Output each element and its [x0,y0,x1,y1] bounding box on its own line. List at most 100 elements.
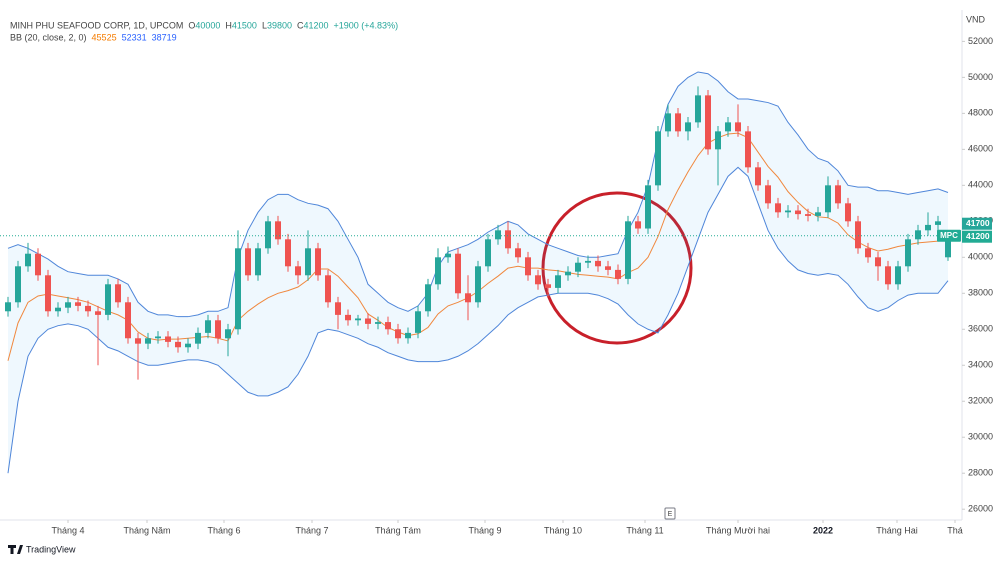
candle-body [225,329,231,339]
y-tick-label: 36000 [968,324,993,334]
candle-body [55,307,61,312]
candle [855,215,861,254]
candle [185,338,191,353]
band-upper [7,71,949,318]
candle [605,260,611,276]
price-tag-label: 41700 [966,218,990,228]
candle [635,215,641,234]
candle-body [305,248,311,276]
candle [825,176,831,218]
candle-body [865,248,871,258]
candle [55,302,61,317]
indicator-value: 52331 [122,32,147,42]
candle-body [585,260,591,263]
candle [935,215,941,231]
candle-body [175,341,181,348]
candle [205,314,211,339]
candle-body [745,131,751,168]
symbol-title: MINH PHU SEAFOOD CORP, 1D, UPCOM [10,20,183,30]
legend: MINH PHU SEAFOOD CORP, 1D, UPCOM BB (20,… [10,20,398,42]
candle [665,104,671,137]
candle-body [455,253,461,294]
candle-body [385,322,391,330]
candle-body [885,266,891,285]
x-tick-label: Tháng 10 [544,525,582,535]
candle [555,269,561,294]
candle [785,205,791,218]
candle-body [405,332,411,339]
candle [45,269,51,317]
candle-body [595,260,601,267]
candle-body [895,266,901,285]
candle-body [575,262,581,272]
candle [875,251,881,281]
symbol-tag-label: MPC [940,231,958,240]
candle [75,296,81,312]
candle [115,278,121,308]
y-tick-label: 28000 [968,468,993,478]
candle-body [855,221,861,249]
candle [815,206,821,222]
candle [295,260,301,285]
candle [275,215,281,245]
candle-body [785,210,791,213]
candle-body [905,239,911,267]
candle [805,208,811,222]
change: +1900 (+4.83%) [334,20,399,30]
candle-body [925,224,931,231]
y-tick-label: 26000 [968,504,993,514]
candle-body [245,248,251,276]
candle [345,309,351,326]
highlight-circle [541,191,693,345]
candle [375,316,381,330]
candle [445,246,451,263]
candle [485,233,491,272]
candle [495,224,501,245]
candle [135,332,141,380]
indicator-value: 38719 [152,32,177,42]
candle [835,179,841,209]
candle [105,278,111,321]
candle-body [205,320,211,333]
x-tick-label: Tháng Hai [876,525,918,535]
candle [595,255,601,272]
x-tick-label: Thá [947,525,963,535]
candle-body [155,336,161,339]
logo: TradingView [8,544,76,554]
symbol-tag [937,229,961,242]
candle [165,331,171,348]
band-lower [7,166,949,474]
candle [755,161,761,191]
candle-body [115,284,121,303]
candle-body [215,320,221,339]
candle-body [15,266,21,303]
candle-body [335,302,341,315]
ohlc-value: 41200 [303,20,328,30]
ohlc-key: C [297,20,304,30]
candle [355,314,361,326]
candle [745,125,751,173]
candle [655,125,661,191]
candle-body [945,235,951,258]
ohlc-value: 41500 [232,20,257,30]
candle [35,248,41,281]
candle-body [525,257,531,276]
brand: TradingView [26,544,76,554]
candle [95,305,101,366]
candle [405,327,411,344]
candle-body [725,122,731,132]
candle-body [265,221,271,249]
candle [895,260,901,290]
candle-body [105,284,111,315]
candle [535,269,541,290]
candle [155,331,161,344]
candle [565,266,571,281]
candle-body [275,221,281,240]
candle [325,269,331,308]
plot [5,71,951,474]
indicator-name: BB (20, close, 2, 0) [10,32,87,42]
candle [735,104,741,137]
candle-body [845,203,851,222]
candle [385,316,391,335]
